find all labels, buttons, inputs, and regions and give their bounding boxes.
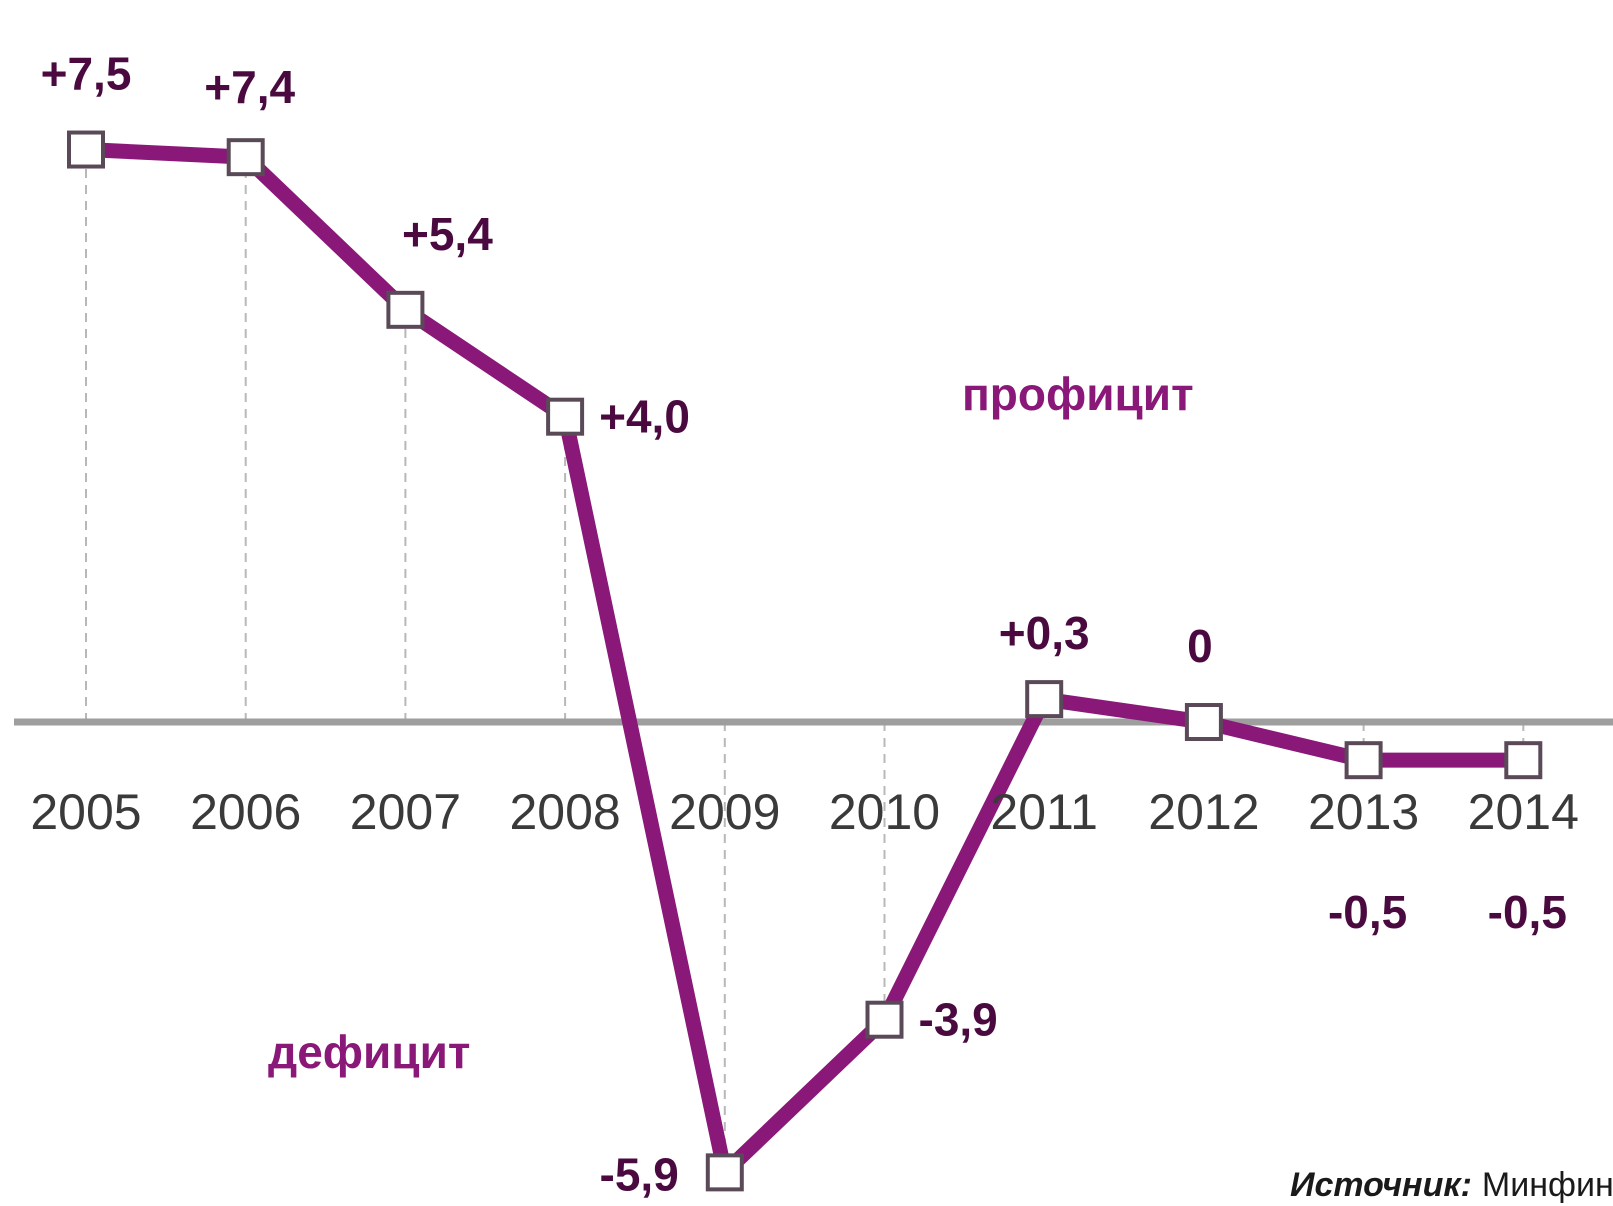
marker-2009 bbox=[705, 1153, 744, 1192]
deficit-annotation: дефицит bbox=[268, 1026, 470, 1078]
source-label: Источник: bbox=[1290, 1166, 1472, 1204]
source-note: Источник: Минфин РФ bbox=[1290, 1166, 1613, 1204]
marker-2005 bbox=[67, 130, 105, 169]
marker-2006 bbox=[226, 138, 265, 177]
vertical-guides bbox=[85, 149, 1525, 1173]
data-label-2010: -3,9 bbox=[919, 994, 998, 1046]
tick-label-2009: 2009 bbox=[669, 784, 780, 840]
tick-label-2011: 2011 bbox=[990, 784, 1098, 840]
data-label-2011: +0,3 bbox=[999, 607, 1090, 659]
marker-2012 bbox=[1184, 703, 1223, 742]
tick-label-2008: 2008 bbox=[509, 784, 620, 840]
data-label-2006: +7,4 bbox=[204, 61, 295, 113]
marker-2010 bbox=[865, 1000, 904, 1039]
markers bbox=[67, 130, 1543, 1192]
data-label-2012: 0 bbox=[1187, 620, 1213, 672]
marker-2007 bbox=[386, 290, 425, 329]
data-label-2013: -0,5 bbox=[1328, 886, 1407, 938]
marker-2013 bbox=[1344, 741, 1383, 780]
marker-2014 bbox=[1504, 741, 1543, 780]
data-labels: +7,5 +7,4 +5,4 +4,0 -5,9 -3,9 +0,3 0 -0,5 -0,5 bbox=[41, 48, 1567, 1201]
marker-2008 bbox=[546, 397, 585, 436]
tick-label-2010: 2010 bbox=[829, 784, 940, 840]
tick-label-2005: 2005 bbox=[30, 784, 141, 840]
surplus-annotation: профицит bbox=[962, 368, 1194, 420]
tick-label-2007: 2007 bbox=[350, 784, 461, 840]
marker-2011 bbox=[1025, 680, 1064, 719]
tick-label-2014: 2014 bbox=[1468, 784, 1579, 840]
x-tick-labels: 2005 2006 2007 2008 2009 2010 2011 2012 2013 2014 bbox=[30, 784, 1579, 840]
data-label-2005: +7,5 bbox=[41, 48, 132, 100]
tick-label-2006: 2006 bbox=[190, 784, 301, 840]
series-line bbox=[85, 142, 1524, 1180]
data-label-2009: -5,9 bbox=[600, 1148, 679, 1200]
tick-label-2013: 2013 bbox=[1308, 784, 1419, 840]
data-label-2014: -0,5 bbox=[1488, 886, 1567, 938]
data-label-2008: +4,0 bbox=[599, 391, 690, 443]
tick-label-2012: 2012 bbox=[1148, 784, 1259, 840]
data-label-2007: +5,4 bbox=[402, 208, 493, 260]
source-value: Минфин РФ bbox=[1482, 1166, 1613, 1204]
